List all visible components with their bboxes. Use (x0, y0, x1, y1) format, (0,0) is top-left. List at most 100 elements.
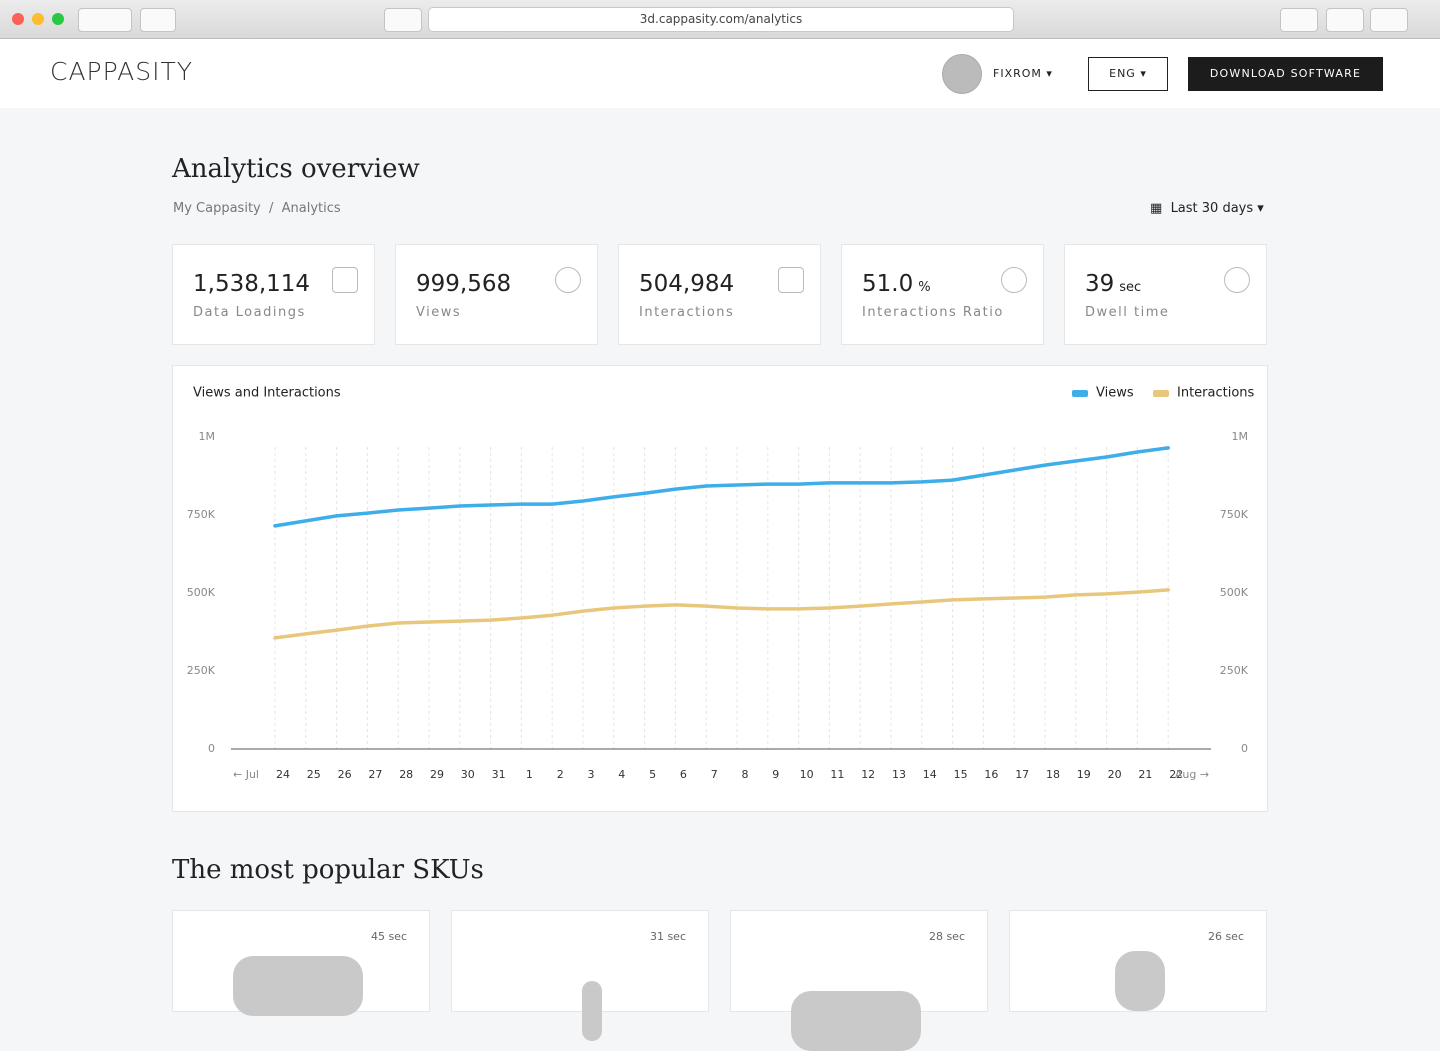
stat-label: Interactions Ratio (862, 305, 1004, 320)
x-tick-label: 11 (830, 768, 844, 781)
date-range[interactable]: ▦ Last 30 days ▾ (1150, 201, 1264, 216)
date-range-label: Last 30 days (1170, 201, 1254, 216)
stat-card: 39 sec Dwell time (1064, 244, 1267, 345)
language-select[interactable]: ENG ▾ (1088, 57, 1168, 91)
x-tick-label: 28 (399, 768, 413, 781)
stat-icon (1224, 267, 1250, 293)
legend-swatch (1072, 390, 1088, 397)
back-forward[interactable] (78, 8, 132, 32)
x-tick-label: 5 (649, 768, 656, 781)
x-tick-label: 6 (680, 768, 687, 781)
x-tick-label: 3 (588, 768, 595, 781)
x-tick-label: 15 (954, 768, 968, 781)
y2-tick-label: 750K (1220, 508, 1249, 521)
sku-time: 45 sec (370, 930, 407, 943)
x-tick-label: 12 (861, 768, 875, 781)
x-tick-label: 10 (800, 768, 814, 781)
x-start-label: ← Jul (233, 768, 259, 781)
chart-title: Views and Interactions (193, 386, 341, 401)
y-tick-label: 750K (187, 508, 216, 521)
stat-unit: % (918, 280, 931, 295)
sku-card[interactable]: 45 sec (172, 910, 430, 1016)
download-button[interactable]: DOWNLOAD SOFTWARE (1188, 57, 1383, 91)
sku-card[interactable]: 28 sec (730, 910, 988, 1051)
chart-card: Views and Interactions 0 250K 500K 750K 1M 0 2… (172, 365, 1268, 812)
series-line (273, 588, 1170, 640)
stat-number: 51.0 (862, 271, 914, 297)
user-menu[interactable]: FIXROM ▾ (993, 67, 1053, 80)
zoom-button[interactable] (52, 13, 64, 25)
crumb[interactable]: My Cappasity (173, 201, 261, 216)
crumb: Analytics (281, 201, 341, 216)
x-tick-label: 24 (276, 768, 290, 781)
site-header: CAPPASITY FIXROM ▾ ENG ▾ DOWNLOAD SOFTWA… (0, 39, 1440, 108)
user-name: FIXROM (993, 67, 1042, 80)
stat-number: 39 (1085, 271, 1115, 297)
x-end-label: Aug → (1175, 768, 1209, 781)
stat-value: 999,568 (416, 271, 511, 297)
stat-icon (1001, 267, 1027, 293)
stat-label: Dwell time (1085, 305, 1170, 320)
x-tick-label: 1 (526, 768, 533, 781)
x-tick-label: 8 (742, 768, 749, 781)
stat-icon (778, 267, 804, 293)
x-tick-label: 21 (1138, 768, 1152, 781)
avatar[interactable] (942, 54, 982, 94)
x-tick-label: 4 (618, 768, 625, 781)
x-tick-label: 29 (430, 768, 444, 781)
stat-card: 51.0% Interactions Ratio (841, 244, 1044, 345)
chart: Views and Interactions 0 250K 500K 750K 1M 0 2… (187, 386, 1255, 782)
browser-toolbar: 3d.cappasity.com/analytics (0, 0, 1440, 39)
stat-label: Views (416, 305, 462, 320)
sku-card[interactable]: 26 sec (1009, 910, 1267, 1012)
downloads-button[interactable] (1280, 8, 1318, 32)
language: ENG (1109, 67, 1136, 80)
sku-image (1115, 951, 1165, 1011)
shield-button[interactable] (384, 8, 422, 32)
x-tick-label: 31 (492, 768, 506, 781)
stat-unit: sec (1119, 280, 1142, 295)
sku-time: 26 sec (1207, 930, 1244, 943)
stat-number: 504,984 (639, 271, 735, 297)
series-line (273, 446, 1170, 528)
x-tick-label: 2 (557, 768, 564, 781)
x-tick-label: 17 (1015, 768, 1029, 781)
stat-number: 999,568 (416, 271, 512, 297)
y2-tick-label: 0 (1241, 742, 1248, 755)
stat-value: 51.0% (862, 271, 931, 297)
stat-card: 999,568 Views (395, 244, 598, 345)
stat-label: Interactions (639, 305, 735, 320)
y-tick-label: 0 (208, 742, 215, 755)
x-tick-label: 26 (338, 768, 352, 781)
sku-image (582, 981, 602, 1041)
stat-icon (332, 267, 358, 293)
sku-card[interactable]: 31 sec (451, 910, 709, 1041)
share-button[interactable] (1326, 8, 1364, 32)
stat-value: 39 sec (1085, 271, 1141, 297)
sku-time: 28 sec (928, 930, 965, 943)
logo[interactable]: CAPPASITY (50, 57, 193, 86)
address-bar[interactable]: 3d.cappasity.com/analytics (428, 7, 1014, 32)
breadcrumb: My Cappasity / Analytics (173, 201, 341, 216)
sidebar-button[interactable] (140, 8, 176, 32)
minimize-button[interactable] (32, 13, 44, 25)
legend-label: Interactions (1177, 386, 1255, 401)
stat-value: 504,984 (639, 271, 734, 297)
y2-tick-label: 500K (1220, 586, 1249, 599)
x-tick-label: 9 (772, 768, 779, 781)
y-tick-label: 1M (199, 430, 216, 443)
section-title: The most popular SKUs (172, 855, 484, 885)
y-tick-label: 500K (187, 586, 216, 599)
stat-card: 504,984 Interactions (618, 244, 821, 345)
x-tick-label: 22 (1169, 768, 1183, 781)
sku-image (233, 956, 363, 1016)
legend-label: Views (1096, 386, 1134, 401)
stat-number: 1,538,114 (193, 271, 311, 297)
tabs-button[interactable] (1370, 8, 1408, 32)
stat-card: 1,538,114 Data Loadings (172, 244, 375, 345)
x-tick-label: 7 (711, 768, 718, 781)
close-button[interactable] (12, 13, 24, 25)
x-tick-label: 20 (1108, 768, 1122, 781)
x-tick-label: 13 (892, 768, 906, 781)
